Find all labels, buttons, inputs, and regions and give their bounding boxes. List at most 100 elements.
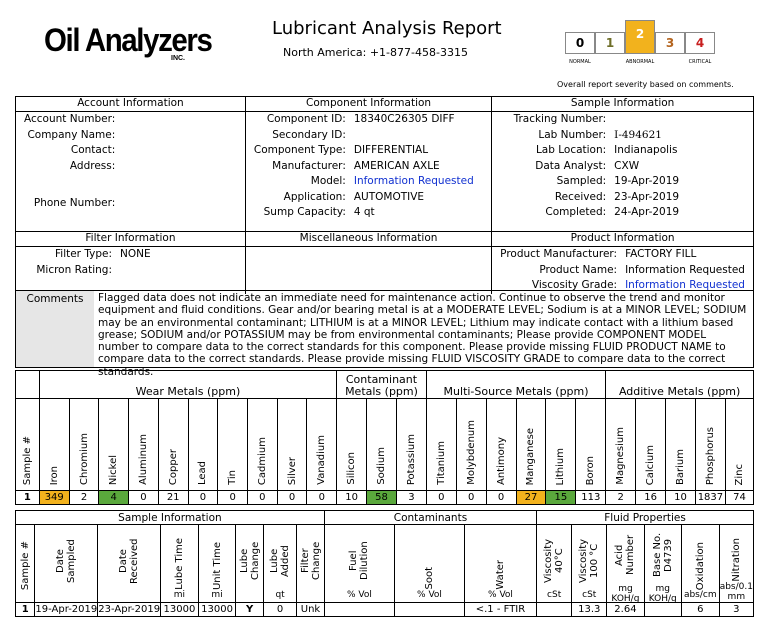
component-id-label: Component ID: — [266, 113, 346, 125]
fluid-header-cell: Fuel Dilution % Vol — [323, 524, 396, 603]
fluid-value-soot — [394, 602, 465, 617]
fluid-value-sample: 1 — [14, 602, 36, 617]
metals-value-silver: 0 — [276, 490, 308, 505]
metals-col-vanadium: Vanadium — [316, 435, 328, 485]
metals-col-lithium: Lithium — [555, 447, 567, 485]
comments-box: Comments Flagged data does not indicate … — [15, 290, 754, 378]
metals-value-aluminum: 0 — [128, 490, 159, 505]
fluid-header-cell: Viscosity 100 °C cSt — [571, 524, 608, 603]
metals-col-silicon: Silicon — [346, 452, 358, 485]
product-manufacturer-label: Product Manufacturer: — [500, 248, 618, 260]
fluid-col-viscosity-100-c: Viscosity 100 °C — [578, 538, 601, 584]
severity-level-4: 4 — [685, 32, 715, 54]
metals-header-cell: Manganese — [515, 398, 547, 491]
sampled-date: 19-Apr-2019 — [614, 175, 680, 187]
filter-type: NONE — [120, 248, 151, 260]
metals-col-molybdenum: Molybdenum — [465, 420, 477, 485]
fluid-col-lube-change: Lube Change — [238, 541, 261, 581]
metals-col-phosphorus: Phosphorus — [704, 426, 716, 485]
fluid-unit-fuel-dilution: % Vol — [347, 590, 372, 600]
application: AUTOMOTIVE — [353, 190, 425, 203]
metals-header-cell: Cadmium — [246, 398, 278, 491]
metals-col-zinc: Zinc — [733, 463, 745, 485]
fluid-value-water: <.1 - FTIR — [463, 602, 538, 617]
misc-info-block — [244, 246, 493, 294]
component-info-block: Component ID: 18340C26305 DIFF Secondary … — [244, 111, 493, 232]
product-info-block: Product Manufacturer: FACTORY FILL Produc… — [491, 246, 754, 294]
metals-header-cell: Sodium — [366, 398, 397, 491]
metals-header-cell: Titanium — [425, 398, 457, 491]
metals-value-iron: 349 — [38, 490, 70, 505]
fluid-value-lube-change: Y — [235, 602, 264, 617]
company-logo-inc: INC. — [171, 55, 185, 62]
account-heading: Account Information — [15, 96, 246, 112]
fluid-value-filter-change: Unk — [296, 602, 325, 617]
severity-label-critical: CRITICAL — [688, 59, 712, 65]
metals-header-cell: Nickel — [98, 398, 130, 491]
metals-value-nickel: 4 — [98, 490, 130, 505]
metals-header-cell: Antimony — [485, 398, 517, 491]
fluid-header-cell: Water% Vol — [463, 524, 538, 603]
metals-value-silicon: 10 — [336, 490, 368, 505]
severity-scale: 0 NORMAL 1 2 ABNORMAL 3 4 CRITICAL — [565, 20, 719, 65]
metals-col-sodium: Sodium — [376, 447, 387, 485]
metals-value-chromium: 2 — [68, 490, 100, 505]
metals-header-cell: Molybdenum — [455, 398, 487, 491]
application-label: Application: — [283, 190, 346, 203]
metals-header-cell: Sample # — [15, 398, 40, 491]
metals-col-potassium: Potassium — [405, 433, 417, 485]
data-analyst-label: Data Analyst: — [535, 159, 607, 172]
metals-group-additive-metals-ppm: Additive Metals (ppm) — [605, 370, 754, 399]
lab-location: Indianapolis — [614, 144, 678, 156]
metals-col-nickel: Nickel — [108, 454, 120, 485]
fluid-col-soot: Soot — [423, 567, 435, 590]
metals-value-molybdenum: 0 — [455, 490, 487, 505]
fluid-col-nitration: Nitration — [730, 538, 742, 582]
metals-header-cell: Chromium — [68, 398, 100, 491]
fluid-value-nitration: 3 — [718, 602, 755, 617]
company-name-label: Company Name: — [27, 128, 116, 141]
metals-header-cell: Calcium — [635, 398, 667, 491]
fluid-col-fuel-dilution: Fuel Dilution — [348, 541, 371, 581]
metals-value-antimony: 0 — [485, 490, 517, 505]
fluid-group-fluid-properties: Fluid Properties — [536, 510, 754, 525]
fluid-col-water: Water — [494, 560, 506, 590]
fluid-value-unit-time: 13000 — [197, 602, 237, 617]
component-type-label: Component Type: — [253, 144, 346, 156]
fluid-value-base-no-d4739 — [643, 602, 682, 617]
manufacturer-label: Manufacturer: — [272, 159, 346, 172]
sump-capacity: 4 qt — [353, 206, 375, 218]
fluid-group-sample-information: Sample Information — [15, 510, 325, 525]
severity-level-2: 2 — [625, 20, 655, 54]
severity-label-normal: NORMAL — [569, 59, 591, 65]
metals-value-titanium: 0 — [425, 490, 457, 505]
metals-col-aluminum: Aluminum — [137, 434, 149, 485]
component-type: DIFFERENTIAL — [353, 144, 429, 156]
metals-value-potassium: 3 — [395, 490, 427, 505]
fluid-header-cell: Oxidation abs/cm — [680, 524, 720, 603]
metals-header-cell: Aluminum — [128, 398, 159, 491]
metals-header-cell: Iron — [38, 398, 70, 491]
metals-header-cell: Vanadium — [306, 398, 338, 491]
metals-value-copper: 21 — [157, 490, 189, 505]
fluid-col-date-sampled: Date Sampled — [55, 539, 78, 583]
severity-level-0: 0 — [565, 32, 595, 54]
metals-group-multi-source-metals-ppm: Multi-Source Metals (ppm) — [425, 370, 607, 399]
filter-heading: Filter Information — [15, 231, 246, 247]
metals-value-magnesium: 2 — [605, 490, 637, 505]
metals-col-copper: Copper — [167, 448, 179, 485]
metals-col-lead: Lead — [197, 460, 209, 485]
account-number-label: Account Number: — [24, 113, 116, 125]
metals-value-sample: 1 — [15, 490, 40, 505]
fluid-header-cell: Acid Number mg KOH/g — [606, 524, 645, 604]
data-analyst: CXW — [614, 159, 640, 172]
fluid-col-base-no-d4739: Base No. D4739 — [651, 532, 674, 578]
lab-number-label: Lab Number: — [538, 128, 607, 141]
fluid-value-viscosity-40-c — [536, 602, 573, 617]
fluid-header-cell: Nitration abs/0.1 mm — [718, 524, 755, 603]
filter-type-label: Filter Type: — [55, 248, 112, 260]
metals-col-boron: Boron — [585, 455, 597, 485]
fluid-unit-unit-time: mi — [211, 590, 223, 600]
fluid-value-fuel-dilution — [323, 602, 396, 617]
metals-col-magnesium: Magnesium — [615, 427, 627, 485]
